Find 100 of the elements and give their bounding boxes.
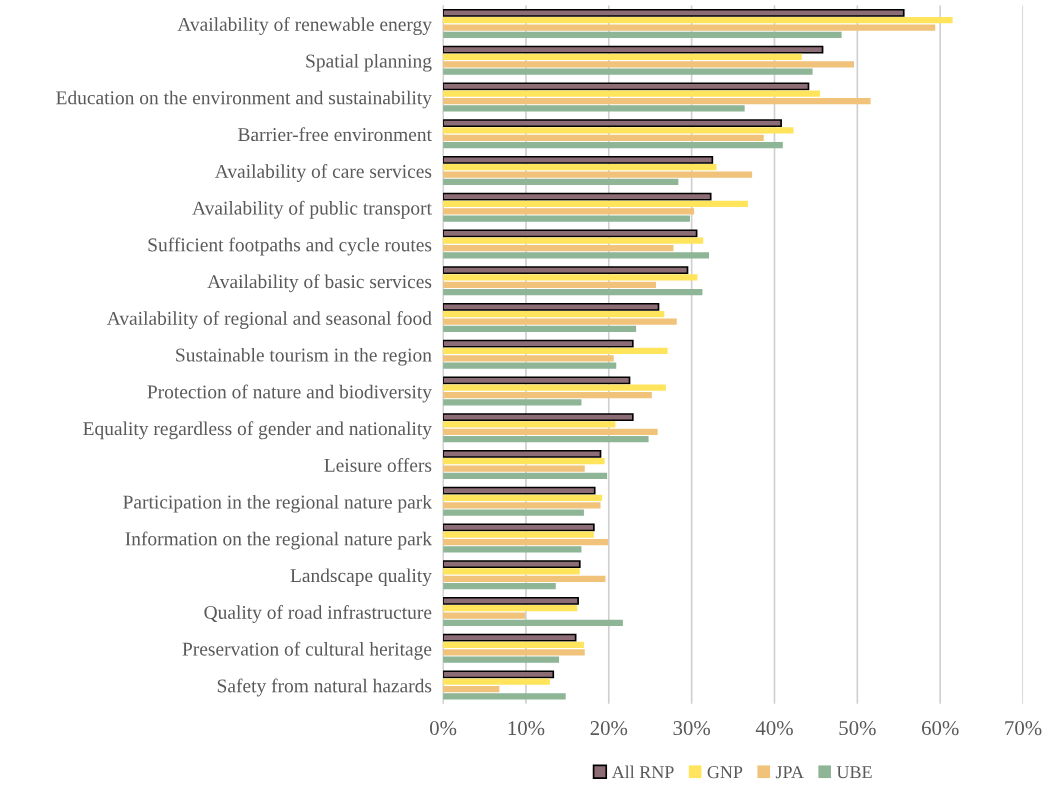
bar bbox=[443, 24, 936, 31]
bar bbox=[443, 155, 714, 164]
y-tick-label: Barrier-free environment bbox=[238, 127, 432, 142]
bar bbox=[443, 656, 560, 663]
y-tick-label: Protection of nature and biodiversity bbox=[147, 384, 432, 403]
bar bbox=[443, 612, 526, 619]
legend-label: GNP bbox=[707, 766, 743, 779]
bar bbox=[443, 97, 871, 105]
bar bbox=[443, 347, 668, 355]
bar bbox=[443, 61, 855, 68]
y-tick-label: Sufficient footpaths and cycle routes bbox=[148, 237, 432, 256]
bar bbox=[443, 134, 764, 141]
bar bbox=[443, 428, 658, 435]
bar bbox=[443, 127, 794, 134]
bar bbox=[443, 568, 580, 575]
x-tick-label: 40% bbox=[755, 721, 793, 736]
bar bbox=[443, 53, 802, 61]
bar bbox=[443, 538, 608, 546]
bar bbox=[443, 502, 601, 509]
bar bbox=[443, 208, 695, 215]
bar bbox=[443, 178, 679, 186]
y-tick-label: Availability of public transport bbox=[192, 200, 432, 219]
y-tick-label: Information on the regional nature park bbox=[125, 531, 432, 550]
bar bbox=[443, 244, 674, 252]
bar bbox=[443, 362, 617, 369]
bar bbox=[443, 693, 566, 700]
bar bbox=[443, 605, 578, 612]
x-tick-label: 10% bbox=[508, 721, 545, 736]
bar bbox=[443, 8, 905, 17]
bar bbox=[443, 399, 582, 406]
bar bbox=[443, 421, 616, 428]
bar bbox=[443, 318, 677, 325]
bar bbox=[443, 670, 555, 679]
bar bbox=[443, 413, 634, 422]
y-tick-label: Equality regardless of gender and nationality bbox=[83, 421, 432, 440]
y-tick-label: Safety from natural hazards bbox=[217, 678, 432, 697]
bar bbox=[443, 523, 595, 532]
bar bbox=[443, 384, 666, 391]
bar bbox=[443, 311, 665, 318]
bar bbox=[443, 449, 602, 458]
y-tick-label: Sustainable tourism in the region bbox=[176, 347, 432, 366]
bar bbox=[443, 105, 745, 112]
y-tick-label: Education on the environment and sustainability bbox=[56, 90, 432, 109]
y-tick-label: Participation in the regional nature park bbox=[123, 494, 432, 513]
bar bbox=[443, 678, 550, 685]
y-tick-label: Availability of renewable energy bbox=[177, 17, 432, 35]
bar bbox=[443, 509, 584, 516]
x-tick-label: 70% bbox=[1005, 721, 1042, 736]
bar bbox=[443, 546, 582, 553]
bar bbox=[443, 164, 717, 171]
bar bbox=[443, 649, 585, 656]
bar bbox=[443, 215, 690, 222]
x-tick-label: 60% bbox=[922, 721, 959, 736]
legend-label: UBE bbox=[836, 766, 872, 779]
x-tick-label: 20% bbox=[590, 721, 628, 736]
bar bbox=[443, 355, 614, 362]
bar bbox=[443, 200, 748, 208]
y-tick-label: Spatial planning bbox=[306, 53, 432, 72]
bar bbox=[443, 494, 603, 502]
bar bbox=[443, 119, 782, 128]
x-tick-label: 30% bbox=[673, 721, 711, 736]
bar bbox=[443, 325, 637, 333]
y-tick-label: Landscape quality bbox=[290, 568, 432, 587]
bar bbox=[443, 376, 631, 385]
bar bbox=[443, 68, 813, 75]
bar bbox=[443, 531, 594, 538]
bar bbox=[443, 458, 605, 465]
bar bbox=[443, 436, 649, 443]
y-tick-label: Availability of regional and seasonal food bbox=[106, 311, 432, 329]
legend-label: JPA bbox=[775, 766, 804, 779]
legend-label: All RNP bbox=[611, 765, 674, 779]
bar bbox=[443, 289, 703, 296]
bar bbox=[443, 641, 584, 649]
bar bbox=[443, 486, 596, 495]
bar bbox=[443, 252, 710, 259]
x-tick-label: 50% bbox=[839, 721, 876, 736]
bar bbox=[443, 171, 753, 178]
bar bbox=[443, 17, 953, 24]
bar bbox=[443, 685, 500, 693]
bar bbox=[443, 274, 698, 281]
bar bbox=[443, 82, 810, 91]
bar bbox=[443, 583, 556, 590]
bar bbox=[443, 391, 652, 399]
bar bbox=[443, 560, 581, 569]
bar bbox=[443, 142, 783, 149]
bar bbox=[443, 192, 712, 201]
y-tick-label: Quality of road infrastructure bbox=[204, 605, 432, 623]
bar bbox=[443, 237, 704, 244]
y-tick-label: Preservation of cultural heritage bbox=[182, 641, 432, 660]
bar bbox=[443, 302, 660, 311]
bar bbox=[443, 465, 585, 472]
bar bbox=[443, 472, 608, 480]
bar bbox=[443, 229, 698, 238]
y-tick-label: Availability of care services bbox=[214, 164, 432, 182]
x-tick-label: 0% bbox=[429, 721, 457, 736]
bar bbox=[443, 575, 606, 582]
bar bbox=[443, 45, 824, 54]
y-tick-label: Leisure offers bbox=[324, 457, 432, 472]
bar bbox=[443, 281, 657, 288]
y-tick-label: Availability of basic services bbox=[207, 274, 432, 293]
